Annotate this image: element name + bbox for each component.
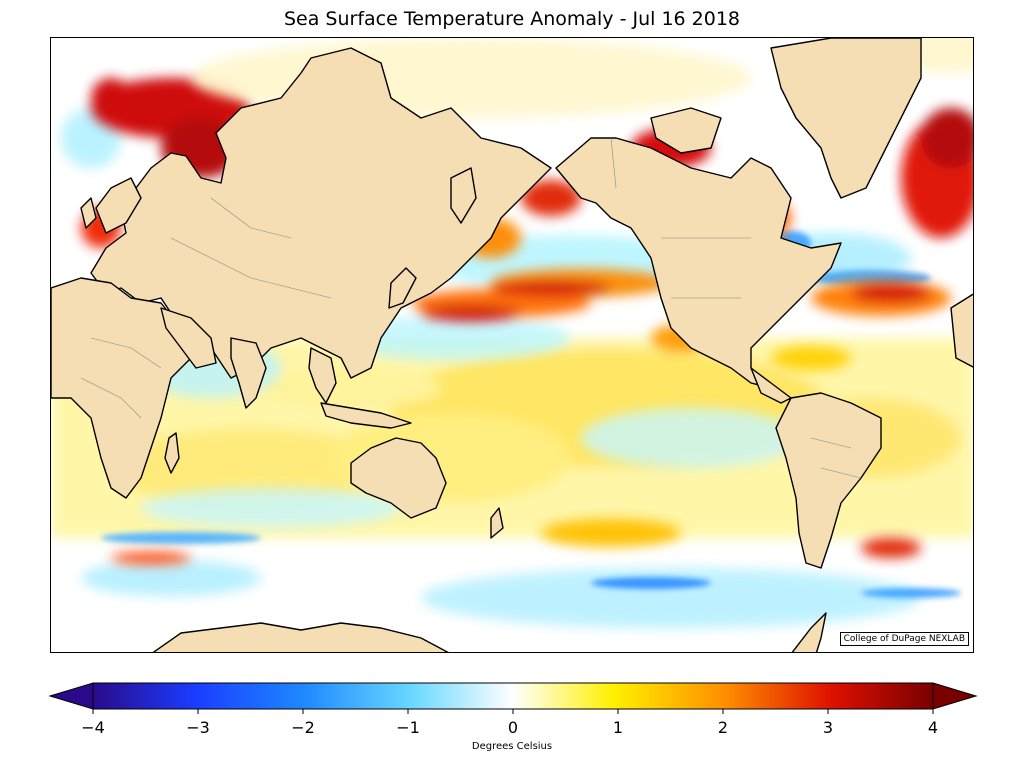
land-se-asia (308, 347, 337, 404)
colorbar-tick-label: −2 (291, 718, 315, 737)
land-eurasia (90, 47, 552, 379)
land-central-america (750, 367, 792, 404)
land-scandinavia (95, 177, 142, 234)
colorbar-max-extension (932, 682, 978, 710)
land-british-isles (80, 197, 97, 229)
colorbar-label: Degrees Celsius (471, 741, 553, 752)
land-antarctica (152, 622, 449, 652)
colorbar-tick-label: 1 (613, 718, 623, 737)
colorbar-tick-label: −1 (396, 718, 420, 737)
land-africa (51, 277, 192, 499)
land-new-zealand (490, 507, 504, 539)
colorbar-tick-label: 3 (823, 718, 833, 737)
colorbar-min-extension (48, 682, 94, 710)
colorbar-ticks: −4 −3 −2 −1 0 1 2 3 4 (81, 709, 938, 737)
colorbar-tick-label: −4 (81, 718, 105, 737)
land-north-america (555, 137, 842, 389)
colorbar-tick-label: 0 (508, 718, 518, 737)
colorbar-tick-label: −3 (186, 718, 210, 737)
colorbar-tick-label: 2 (718, 718, 728, 737)
land-arctic-islands (650, 107, 722, 154)
land-japan (388, 267, 417, 309)
land-europe-east (950, 293, 973, 368)
land-antarctic-peninsula (791, 612, 827, 652)
sst-anomaly-map: College of DuPage NEXLAB (50, 37, 974, 653)
land-masses (51, 38, 973, 652)
political-borders (80, 137, 862, 479)
land-arabia (160, 307, 217, 369)
land-australia (350, 437, 447, 519)
land-kamchatka (450, 167, 477, 224)
land-india (230, 337, 267, 409)
land-madagascar (164, 432, 180, 474)
land-indonesia (320, 402, 412, 429)
colorbar: −4 −3 −2 −1 0 1 2 3 4 (48, 682, 978, 737)
land-greenland (770, 38, 922, 199)
land-south-america (775, 392, 882, 569)
map-title: Sea Surface Temperature Anomaly - Jul 16… (283, 8, 741, 30)
credit-label: College of DuPage NEXLAB (839, 632, 969, 646)
colorbar-tick-label: 4 (928, 718, 938, 737)
colorbar-ramp (92, 682, 934, 710)
